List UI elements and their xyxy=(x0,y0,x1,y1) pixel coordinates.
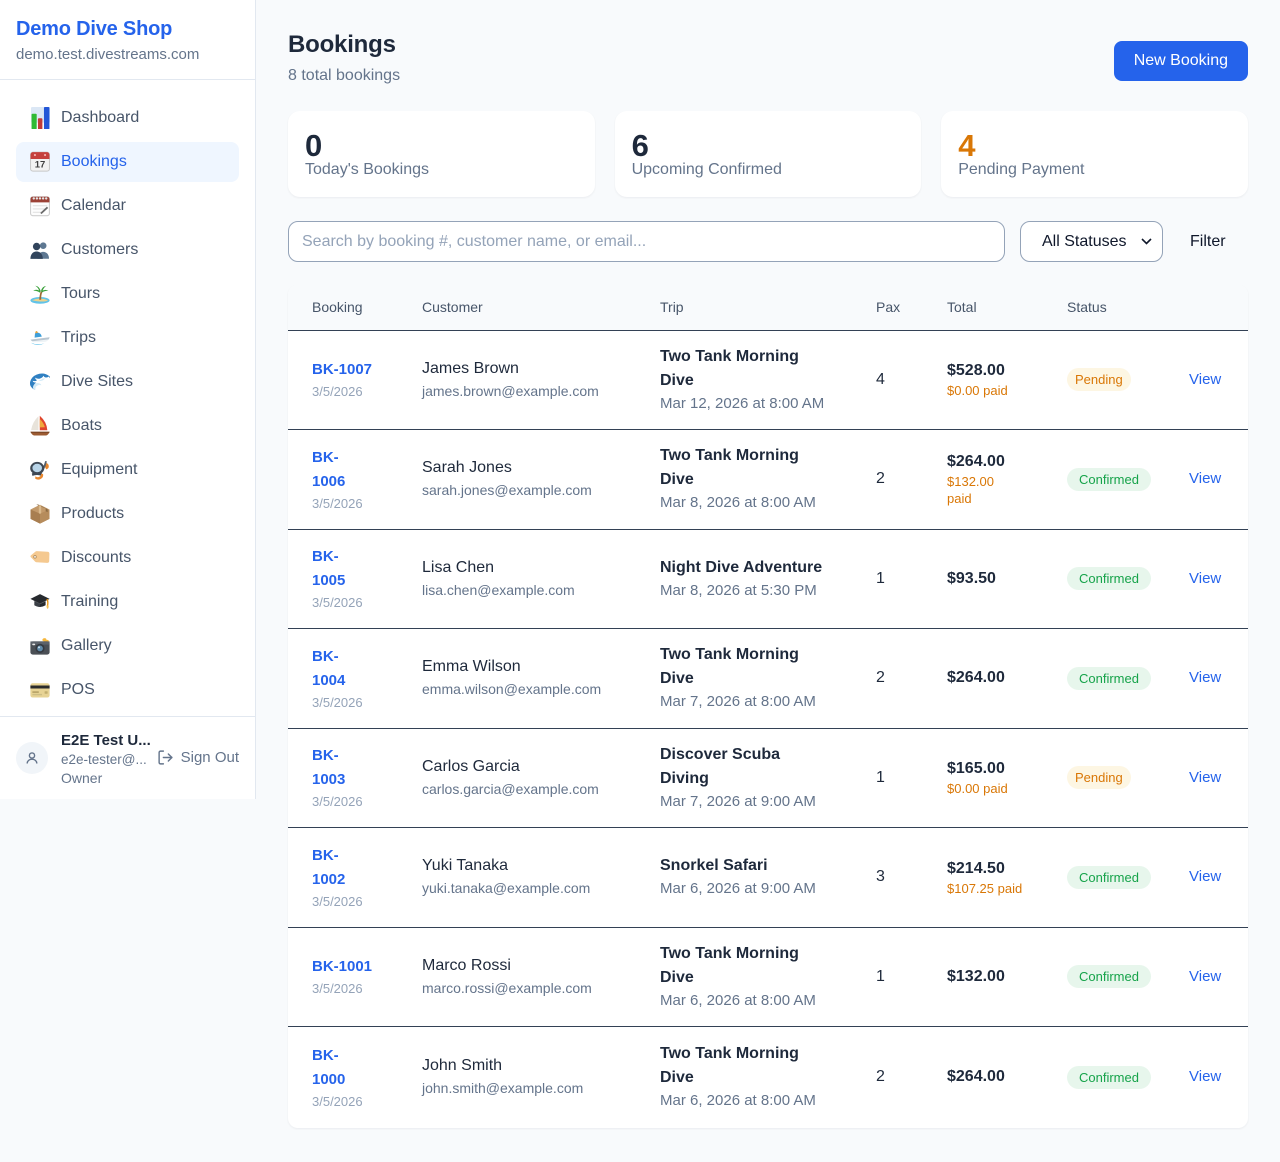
svg-text:17: 17 xyxy=(35,160,46,171)
